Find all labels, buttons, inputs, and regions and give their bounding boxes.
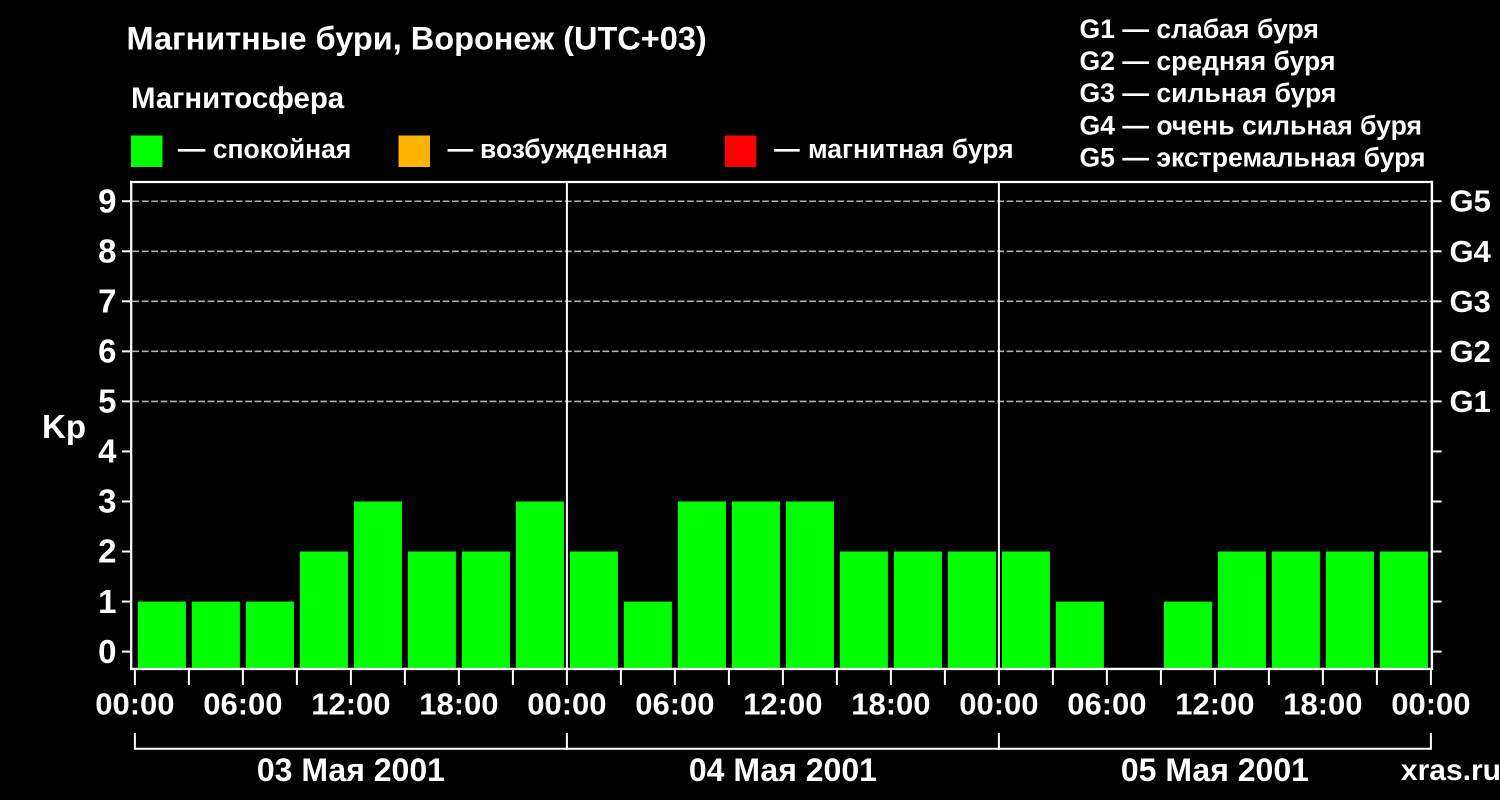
svg-text:00:00: 00:00 <box>1391 687 1470 722</box>
svg-text:магнитная буря: магнитная буря <box>808 134 1014 164</box>
svg-text:9: 9 <box>98 182 116 219</box>
svg-text:00:00: 00:00 <box>959 687 1038 722</box>
svg-text:8: 8 <box>98 233 116 270</box>
svg-text:18:00: 18:00 <box>419 687 498 722</box>
svg-text:Kp: Kp <box>42 408 86 445</box>
svg-text:G3: G3 <box>1450 284 1491 319</box>
svg-text:2: 2 <box>98 533 116 570</box>
svg-text:G5 — экстремальная буря: G5 — экстремальная буря <box>1080 142 1426 172</box>
svg-text:0: 0 <box>98 633 116 670</box>
svg-text:xras.ru: xras.ru <box>1401 754 1500 787</box>
svg-text:3: 3 <box>98 483 116 520</box>
svg-text:00:00: 00:00 <box>527 687 606 722</box>
svg-text:G3 — сильная буря: G3 — сильная буря <box>1080 78 1337 108</box>
svg-text:G2 — средняя буря: G2 — средняя буря <box>1080 46 1336 76</box>
svg-text:4: 4 <box>98 433 117 470</box>
svg-text:G4: G4 <box>1450 234 1492 269</box>
svg-text:Магнитосфера: Магнитосфера <box>131 82 345 115</box>
svg-text:04 Мая 2001: 04 Мая 2001 <box>689 752 877 788</box>
svg-text:12:00: 12:00 <box>743 687 822 722</box>
svg-text:1: 1 <box>98 583 116 620</box>
svg-text:7: 7 <box>98 283 116 320</box>
svg-text:возбужденная: возбужденная <box>480 134 668 164</box>
svg-text:06:00: 06:00 <box>1067 687 1146 722</box>
svg-text:18:00: 18:00 <box>851 687 930 722</box>
svg-text:6: 6 <box>98 333 116 370</box>
svg-text:Магнитные бури, Воронеж (UTC+0: Магнитные бури, Воронеж (UTC+03) <box>127 21 707 57</box>
svg-text:G2: G2 <box>1450 334 1491 369</box>
svg-text:12:00: 12:00 <box>1175 687 1254 722</box>
svg-text:спокойная: спокойная <box>213 134 352 164</box>
svg-text:G5: G5 <box>1450 184 1491 219</box>
svg-text:00:00: 00:00 <box>95 687 174 722</box>
svg-text:G4 — очень сильная буря: G4 — очень сильная буря <box>1080 110 1423 140</box>
svg-text:5: 5 <box>98 383 116 420</box>
svg-text:12:00: 12:00 <box>311 687 390 722</box>
svg-text:05 Мая 2001: 05 Мая 2001 <box>1121 752 1309 788</box>
svg-text:03 Мая 2001: 03 Мая 2001 <box>257 752 445 788</box>
svg-text:06:00: 06:00 <box>203 687 282 722</box>
svg-text:G1: G1 <box>1450 384 1491 419</box>
svg-text:18:00: 18:00 <box>1283 687 1362 722</box>
svg-text:06:00: 06:00 <box>635 687 714 722</box>
svg-text:G1 — слабая буря: G1 — слабая буря <box>1080 14 1319 44</box>
